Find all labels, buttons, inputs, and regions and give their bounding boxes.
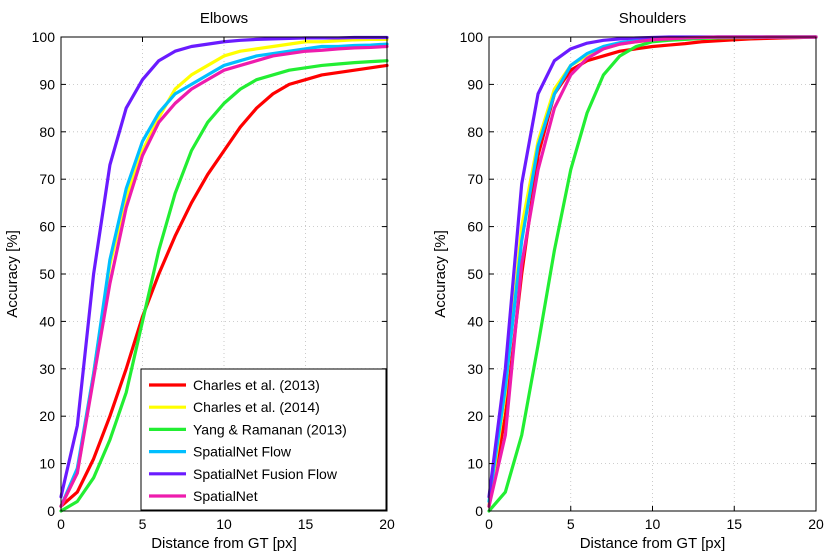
series-line-charles-et-al-2013 (59, 63, 389, 508)
y-tick-label: 10 (467, 456, 483, 472)
y-tick-label: 0 (47, 503, 55, 519)
y-tick-label: 90 (39, 76, 55, 92)
y-tick-label: 100 (32, 29, 56, 45)
x-tick-label: 0 (57, 516, 65, 532)
series-line-yang-ramanan-2013 (59, 59, 389, 513)
y-tick-label: 40 (39, 313, 55, 329)
legend-label: Charles et al. (2013) (193, 377, 320, 393)
y-tick-label: 60 (467, 219, 483, 235)
x-tick-label: 5 (567, 516, 575, 532)
x-tick-label: 20 (379, 516, 395, 532)
y-tick-label: 50 (39, 266, 55, 282)
series-line-spatialnet (59, 44, 389, 508)
chart-panel-1: 0 10 20 30 40 50 60 70 80 90 100 0 5 10 15 20 Shoulders D… (432, 10, 824, 552)
legend: Charles et al. (2013) Charles et al. (201… (140, 368, 387, 511)
x-tick-label: 0 (485, 516, 493, 532)
chart-panel-0: 0 10 20 30 40 50 60 70 80 90 100 0 5 10 15 20 Elbows Dist… (4, 10, 395, 552)
x-tick-label: 5 (139, 516, 147, 532)
y-tick-label: 100 (460, 29, 484, 45)
y-tick-label: 0 (475, 503, 483, 519)
chart-title: Elbows (200, 10, 248, 27)
y-tick-label: 20 (467, 408, 483, 424)
legend-label: Charles et al. (2014) (193, 399, 320, 415)
legend-label: SpatialNet Fusion Flow (193, 466, 338, 482)
legend-box (140, 368, 387, 511)
y-tick-label: 70 (467, 171, 483, 187)
y-tick-label: 30 (39, 361, 55, 377)
y-tick-label: 80 (39, 124, 55, 140)
chart-title: Shoulders (619, 10, 687, 27)
y-tick-label: 30 (467, 361, 483, 377)
y-tick-label: 40 (467, 313, 483, 329)
y-tick-label: 90 (467, 76, 483, 92)
x-tick-label: 15 (726, 516, 742, 532)
x-tick-label: 10 (216, 516, 232, 532)
y-tick-label: 70 (39, 171, 55, 187)
y-tick-label: 10 (39, 456, 55, 472)
x-tick-label: 15 (298, 516, 314, 532)
y-tick-label: 60 (39, 219, 55, 235)
legend-label: SpatialNet Flow (193, 444, 292, 460)
x-axis-label: Distance from GT [px] (151, 535, 297, 552)
x-tick-label: 20 (808, 516, 824, 532)
y-axis-label: Accuracy [%] (4, 230, 21, 318)
y-tick-label: 80 (467, 124, 483, 140)
legend-label: Yang & Ramanan (2013) (193, 421, 347, 437)
series-line-spatialnet-flow (59, 42, 389, 508)
y-tick-label: 50 (467, 266, 483, 282)
legend-label: SpatialNet (193, 488, 258, 504)
y-axis-label: Accuracy [%] (432, 230, 449, 318)
y-tick-label: 20 (39, 408, 55, 424)
x-axis-label: Distance from GT [px] (580, 535, 726, 552)
x-tick-label: 10 (645, 516, 661, 532)
